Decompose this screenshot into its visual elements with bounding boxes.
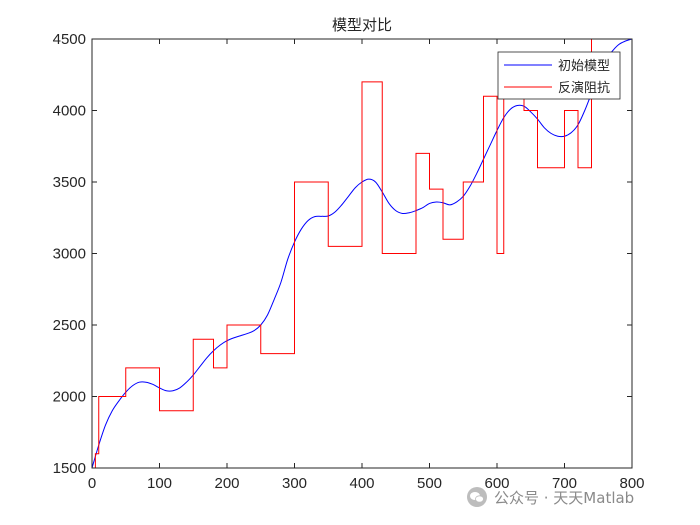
y-tick-label: 2000 xyxy=(53,389,86,406)
x-tick-label: 200 xyxy=(214,475,239,492)
series-layer xyxy=(91,38,633,469)
series-inverted-impedance xyxy=(92,38,632,469)
tick-layer: 0 100 200 300 400 500 600 700 800 1500 2000 2500 300… xyxy=(53,31,645,492)
legend-label-inverted-impedance: 反演阻抗 xyxy=(558,80,610,96)
x-tick-label: 400 xyxy=(349,475,374,492)
y-tick-label: 3000 xyxy=(53,246,86,263)
x-tick-label: 500 xyxy=(417,475,442,492)
legend-label-initial-model: 初始模型 xyxy=(558,59,610,74)
watermark-text: 公众号 · 天天Matlab xyxy=(494,488,635,507)
legend: 初始模型 反演阻抗 xyxy=(497,51,621,100)
chart-title: 模型对比 xyxy=(332,16,392,34)
watermark: 公众号 · 天天Matlab xyxy=(466,486,634,508)
y-tick-label: 4000 xyxy=(53,103,86,120)
y-tick-label: 1500 xyxy=(53,460,86,477)
x-tick-label: 600 xyxy=(484,475,509,492)
x-tick-label: 800 xyxy=(619,475,644,492)
wechat-icon xyxy=(467,487,487,507)
x-tick-label: 100 xyxy=(147,475,172,492)
y-tick-label: 3500 xyxy=(53,174,86,191)
x-tick-label: 0 xyxy=(88,475,96,492)
legend-box xyxy=(497,51,621,100)
y-tick-label: 4500 xyxy=(53,31,86,48)
x-tick-label: 300 xyxy=(282,475,307,492)
y-tick-label: 2500 xyxy=(53,317,86,334)
x-tick-label: 700 xyxy=(552,475,577,492)
